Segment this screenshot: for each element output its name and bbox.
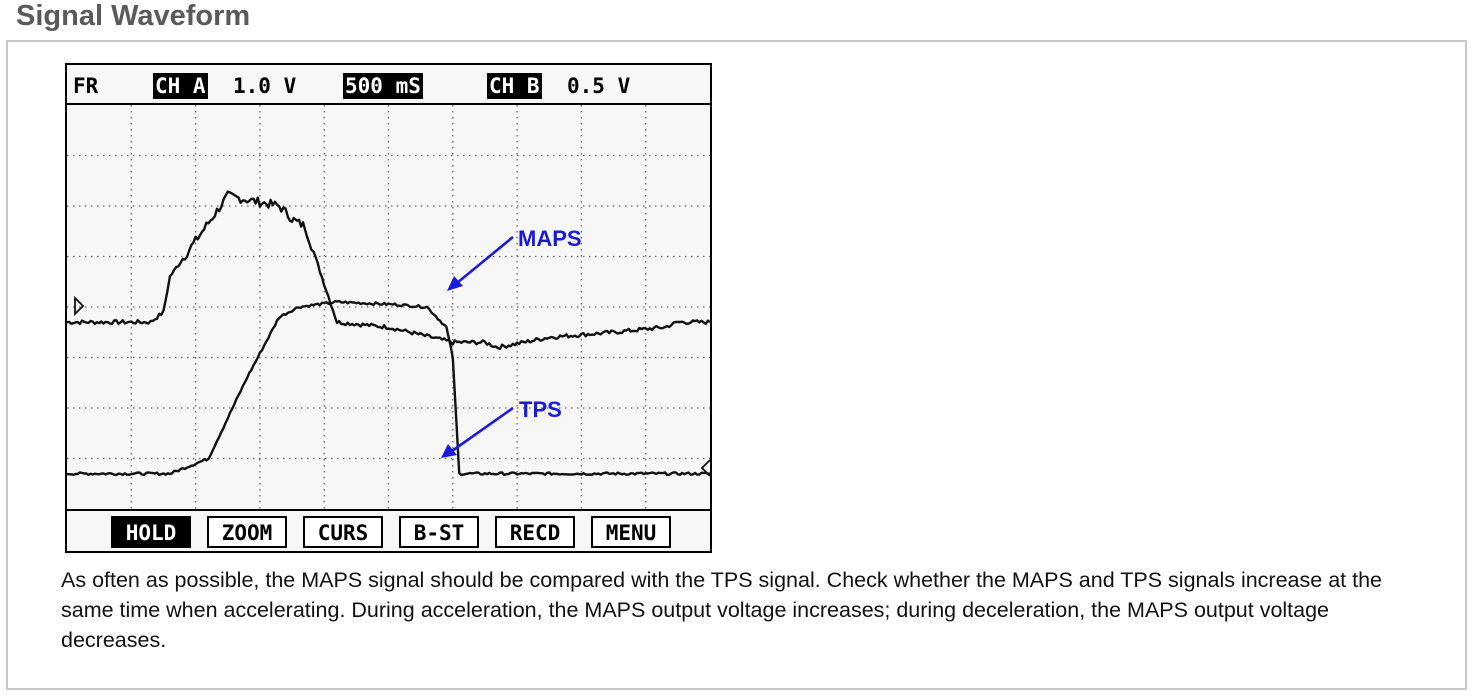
scope-header: FR CH A 1.0 V 500 mS CH B 0.5 V: [67, 65, 710, 105]
tps-arrowhead: [441, 444, 457, 458]
ch-b-scale: 0.5 V: [567, 74, 631, 98]
record-button[interactable]: RECD: [495, 516, 575, 548]
waveform-plot: MAPS TPS: [66, 105, 711, 509]
mode-indicator: FR: [73, 74, 99, 98]
softkey-bar: HOLD ZOOM CURS B-ST RECD MENU: [67, 509, 710, 551]
ch-a-ground-marker: [74, 295, 85, 317]
b-st-button[interactable]: B-ST: [399, 516, 479, 548]
ch-a-label: CH A: [153, 73, 208, 99]
hold-button[interactable]: HOLD: [111, 516, 191, 548]
grid: [67, 105, 710, 509]
ch-a-scale: 1.0 V: [233, 74, 297, 98]
ch-b-label: CH B: [487, 73, 542, 99]
maps-trace: [66, 190, 711, 351]
zoom-button[interactable]: ZOOM: [207, 516, 287, 548]
tps-arrow: [451, 406, 514, 453]
oscilloscope-display: FR CH A 1.0 V 500 mS CH B 0.5 V MAPS TPS: [65, 63, 712, 553]
channel-markers: [74, 295, 711, 477]
tps-trace: [66, 299, 711, 477]
tps-annotation-label: TPS: [519, 397, 562, 422]
menu-button[interactable]: MENU: [591, 516, 671, 548]
annotations: MAPS TPS: [441, 226, 582, 458]
maps-arrow: [456, 235, 514, 285]
scope-screen: MAPS TPS: [66, 105, 711, 509]
cursor-button[interactable]: CURS: [303, 516, 383, 548]
page-title: Signal Waveform: [16, 0, 251, 32]
traces: [66, 190, 711, 477]
timebase-value: 500 mS: [343, 73, 423, 99]
description-text: As often as possible, the MAPS signal sh…: [61, 568, 1382, 652]
maps-annotation-label: MAPS: [518, 226, 582, 251]
maps-arrowhead: [447, 276, 463, 291]
